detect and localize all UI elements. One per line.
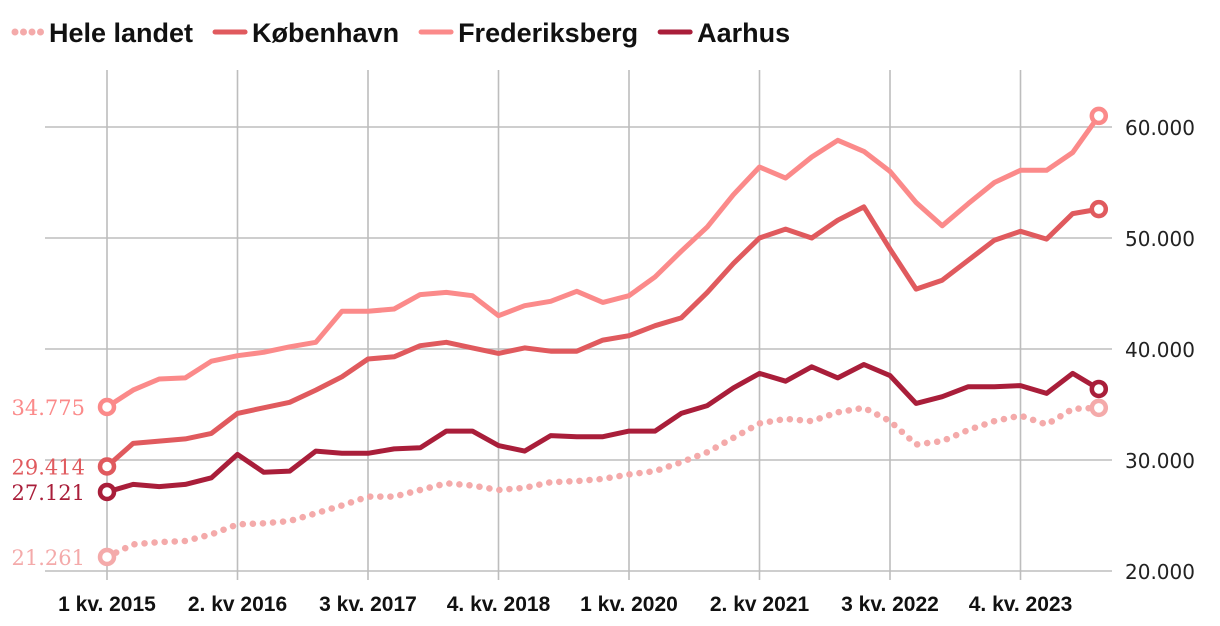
x-tick-label: 2. kv 2016 <box>188 593 287 616</box>
series-line-københavn <box>104 204 1102 469</box>
series-end-marker <box>1089 106 1109 126</box>
y-tick-label: 40.000 <box>1125 338 1195 362</box>
gridlines <box>45 70 1112 580</box>
x-tick-label: 2. kv 2021 <box>710 593 810 616</box>
start-value-label: 34.775 <box>12 396 85 420</box>
legend[interactable]: Hele landet København Frederiksberg Aarhus <box>11 18 791 48</box>
x-tick-label: 1 kv. 2015 <box>58 593 156 616</box>
series-start-marker <box>97 457 117 476</box>
legend-item-hele-landet[interactable]: Hele landet <box>11 18 194 48</box>
legend-label: Aarhus <box>697 18 790 48</box>
x-tick-label: 3 kv. 2017 <box>319 593 417 616</box>
y-tick-label: 60.000 <box>1125 116 1195 140</box>
legend-item-frederiksberg[interactable]: Frederiksberg <box>418 18 638 48</box>
series-lines <box>97 106 1109 567</box>
series-start-marker <box>97 397 117 417</box>
x-axis-ticks: 1 kv. 2015 2. kv 2016 3 kv. 2017 4. kv. 201… <box>58 593 1072 616</box>
series-end-marker <box>1089 379 1109 399</box>
series-start-marker <box>97 547 117 567</box>
legend-dot <box>20 28 27 36</box>
start-value-label: 27.121 <box>12 481 85 505</box>
legend-label: København <box>252 18 399 48</box>
series-line-frederiksberg <box>104 113 1102 410</box>
series-end-marker <box>1089 199 1109 219</box>
series-end-marker <box>1089 398 1109 418</box>
series-line-aarhus <box>104 362 1102 495</box>
start-value-label: 29.414 <box>12 456 85 480</box>
y-tick-label: 20.000 <box>1125 560 1195 584</box>
y-axis-ticks: 20.000 30.000 40.000 50.000 60.000 <box>1125 116 1195 584</box>
x-tick-label: 4. kv. 2023 <box>969 593 1073 616</box>
x-tick-label: 4. kv. 2018 <box>447 593 551 616</box>
legend-dot <box>28 28 36 36</box>
legend-label: Hele landet <box>49 18 193 48</box>
y-tick-label: 30.000 <box>1125 449 1195 473</box>
x-tick-label: 3 kv. 2022 <box>841 593 939 616</box>
legend-dot <box>11 28 19 36</box>
series-start-marker <box>97 482 117 502</box>
legend-dot <box>37 28 44 36</box>
legend-label: Frederiksberg <box>458 18 638 48</box>
x-tick-label: 1 kv. 2020 <box>580 593 678 616</box>
start-value-labels: 21.261 29.414 34.775 27.121 <box>12 396 85 570</box>
y-tick-label: 50.000 <box>1125 227 1195 251</box>
legend-item-københavn[interactable]: København <box>212 18 399 48</box>
legend-item-aarhus[interactable]: Aarhus <box>657 18 790 48</box>
series-line-hele-landet <box>103 404 1103 561</box>
start-value-label: 21.261 <box>12 546 85 570</box>
